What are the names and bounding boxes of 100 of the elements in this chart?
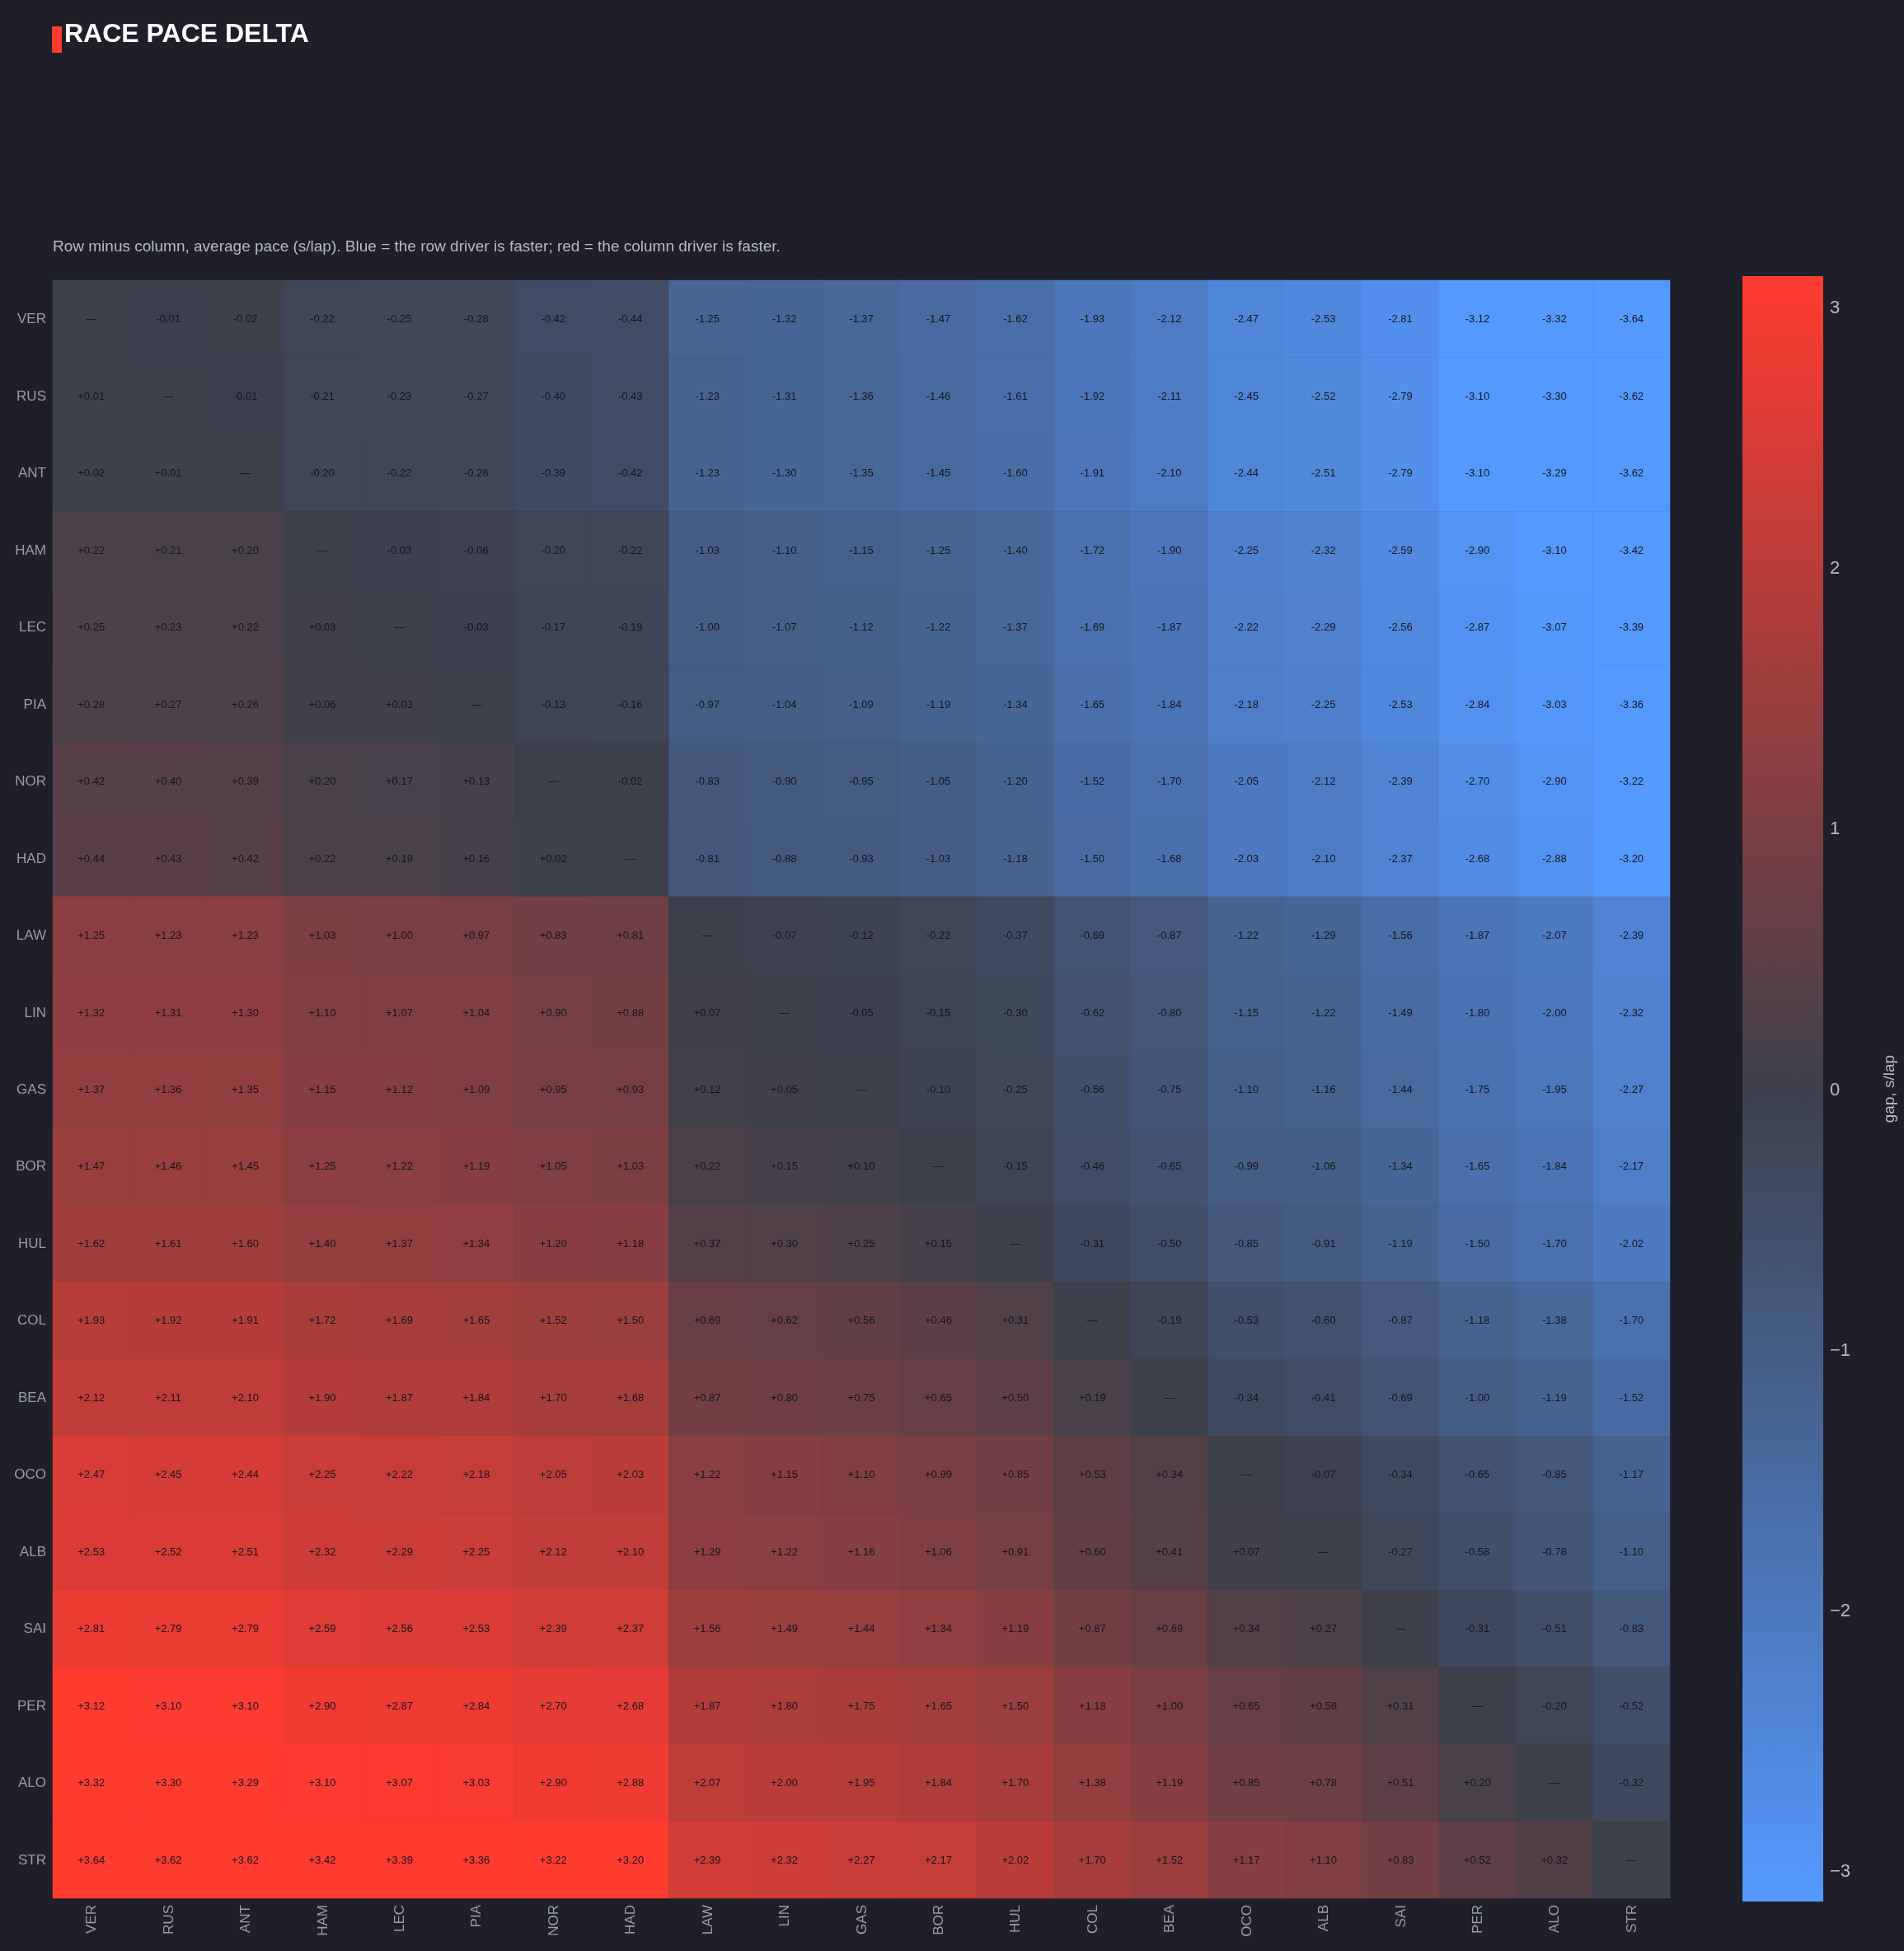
data-label: -3.62 bbox=[1619, 389, 1644, 402]
data-label: +3.32 bbox=[77, 1776, 106, 1789]
x-tick-label: LAW bbox=[699, 1905, 715, 1935]
data-label: -0.90 bbox=[771, 775, 797, 788]
data-label: -0.85 bbox=[1234, 1236, 1259, 1250]
data-label: +1.10 bbox=[308, 1006, 336, 1019]
data-label: -1.03 bbox=[695, 543, 720, 556]
data-label: +1.40 bbox=[308, 1236, 336, 1250]
data-label: -1.84 bbox=[1156, 697, 1182, 711]
data-label: -2.45 bbox=[1234, 389, 1259, 402]
data-label: +2.53 bbox=[77, 1545, 106, 1558]
data-label: -2.79 bbox=[1388, 389, 1413, 402]
data-label: -0.25 bbox=[1003, 1083, 1028, 1095]
x-tick-label: SAI bbox=[1392, 1905, 1409, 1928]
chart-subtitle: Row minus column, average pace (s/lap). Blue = the row driver is faster; red = the column driver is faster. bbox=[53, 237, 781, 256]
data-label: -3.10 bbox=[1465, 467, 1490, 480]
data-label: +3.29 bbox=[232, 1776, 260, 1789]
data-label: -3.42 bbox=[1619, 543, 1644, 556]
data-label: +1.75 bbox=[847, 1699, 875, 1712]
data-label: -0.25 bbox=[387, 312, 412, 326]
data-label: +2.79 bbox=[154, 1622, 182, 1635]
data-label: +1.47 bbox=[77, 1160, 106, 1173]
data-label: -0.26 bbox=[464, 467, 489, 480]
data-label: +2.29 bbox=[385, 1545, 413, 1558]
data-label: -3.22 bbox=[1619, 775, 1644, 788]
data-label: +1.45 bbox=[232, 1160, 260, 1173]
data-label: -0.78 bbox=[1542, 1545, 1567, 1558]
data-label: +1.19 bbox=[1001, 1622, 1029, 1635]
data-label: +0.60 bbox=[1078, 1545, 1106, 1558]
data-label: +0.28 bbox=[77, 697, 106, 711]
data-label: +1.95 bbox=[847, 1776, 875, 1789]
data-label: +2.51 bbox=[232, 1545, 260, 1558]
color-bar-label: 1 bbox=[1830, 818, 1841, 839]
y-tick-label: GAS bbox=[16, 1081, 46, 1097]
data-label: +2.07 bbox=[693, 1776, 721, 1789]
data-label: +1.16 bbox=[847, 1545, 875, 1558]
data-label: +1.25 bbox=[308, 1160, 336, 1173]
data-label: -2.39 bbox=[1619, 929, 1644, 942]
data-label: -2.88 bbox=[1542, 851, 1567, 865]
data-label: +0.81 bbox=[617, 929, 645, 942]
data-label: -0.53 bbox=[1234, 1314, 1259, 1327]
data-label: -0.31 bbox=[1465, 1622, 1490, 1635]
data-label: +0.26 bbox=[232, 697, 260, 711]
data-label: -1.92 bbox=[1080, 389, 1105, 402]
data-label: -2.12 bbox=[1156, 312, 1182, 326]
data-label: +0.97 bbox=[462, 929, 490, 942]
data-label: -0.69 bbox=[1080, 929, 1105, 942]
x-tick-label: ALB bbox=[1315, 1905, 1332, 1932]
data-label: +1.68 bbox=[617, 1391, 645, 1404]
data-label: -1.34 bbox=[1003, 697, 1028, 711]
data-label: -1.35 bbox=[849, 467, 874, 480]
data-label: -2.03 bbox=[1234, 851, 1259, 865]
chart-title: RACE PACE DELTA bbox=[64, 18, 309, 49]
data-label: +0.43 bbox=[154, 851, 182, 865]
data-label: -1.10 bbox=[1619, 1545, 1644, 1558]
x-tick-label: ALO bbox=[1546, 1905, 1563, 1934]
x-tick-label: COL bbox=[1084, 1905, 1100, 1934]
data-label: -0.40 bbox=[541, 389, 566, 402]
data-label: +0.87 bbox=[693, 1391, 721, 1404]
data-label: — bbox=[162, 389, 174, 402]
data-label: +2.10 bbox=[617, 1545, 645, 1558]
data-label: — bbox=[856, 1083, 867, 1095]
data-label: -0.52 bbox=[1619, 1699, 1644, 1712]
data-label: +2.84 bbox=[462, 1699, 490, 1712]
data-label: -0.34 bbox=[1388, 1468, 1413, 1481]
data-label: -1.00 bbox=[1465, 1391, 1490, 1404]
data-label: +0.42 bbox=[232, 851, 260, 865]
data-label: -0.20 bbox=[310, 467, 335, 480]
data-label: -1.15 bbox=[849, 543, 874, 556]
data-label: +1.91 bbox=[232, 1314, 260, 1327]
data-label: +0.90 bbox=[539, 1006, 567, 1019]
y-tick-label: VER bbox=[17, 311, 46, 327]
data-label: -1.68 bbox=[1156, 851, 1182, 865]
data-label: -0.19 bbox=[617, 621, 643, 634]
data-label: +0.95 bbox=[539, 1083, 567, 1095]
data-label: -2.70 bbox=[1465, 775, 1490, 788]
data-label: +1.87 bbox=[385, 1391, 413, 1404]
data-label: -2.47 bbox=[1234, 312, 1259, 326]
data-label: -1.29 bbox=[1311, 929, 1336, 942]
data-label: +1.22 bbox=[771, 1545, 799, 1558]
data-label: +1.61 bbox=[154, 1236, 182, 1250]
data-label: +1.80 bbox=[771, 1699, 799, 1712]
data-label: +2.70 bbox=[539, 1699, 567, 1712]
data-label: -2.10 bbox=[1311, 851, 1336, 865]
data-label: +0.85 bbox=[1232, 1776, 1260, 1789]
data-label: -1.40 bbox=[1003, 543, 1028, 556]
data-label: -0.42 bbox=[541, 312, 566, 326]
data-label: -0.83 bbox=[1619, 1622, 1644, 1635]
data-label: -0.91 bbox=[1311, 1236, 1336, 1250]
data-label: +0.46 bbox=[924, 1314, 952, 1327]
y-tick-label: LIN bbox=[24, 1004, 46, 1020]
data-label: -1.50 bbox=[1080, 851, 1105, 865]
data-label: -2.84 bbox=[1465, 697, 1490, 711]
y-tick-label: ANT bbox=[18, 465, 46, 481]
data-label: -0.28 bbox=[464, 312, 489, 326]
data-label: +0.88 bbox=[617, 1006, 645, 1019]
data-label: -0.69 bbox=[1388, 1391, 1413, 1404]
data-label: +0.25 bbox=[847, 1236, 875, 1250]
data-label: -3.12 bbox=[1465, 312, 1490, 326]
y-tick-label: HUL bbox=[17, 1235, 46, 1251]
